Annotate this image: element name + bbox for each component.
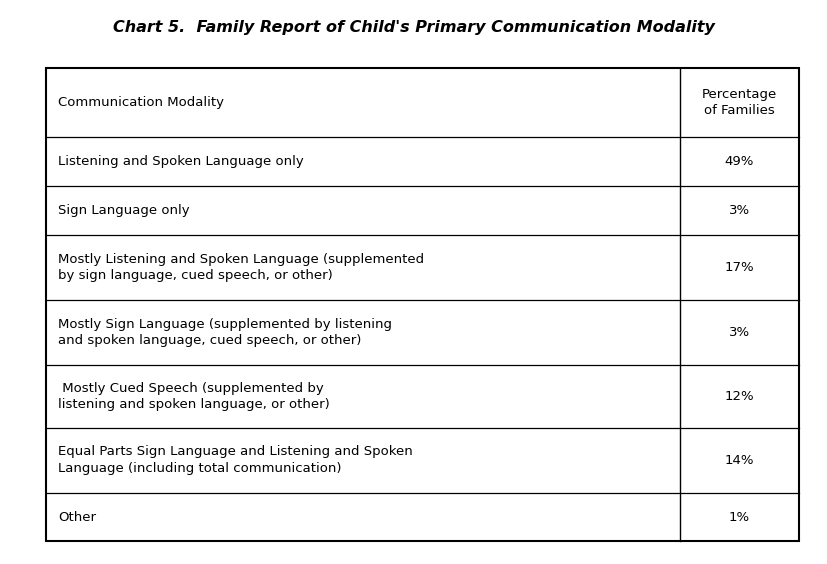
Text: 3%: 3% [728, 326, 749, 339]
Text: 1%: 1% [728, 510, 749, 523]
Text: Mostly Sign Language (supplemented by listening
and spoken language, cued speech: Mostly Sign Language (supplemented by li… [58, 318, 391, 347]
Text: Other: Other [58, 510, 96, 523]
Text: Communication Modality: Communication Modality [58, 96, 223, 109]
Text: 14%: 14% [724, 453, 753, 466]
Text: Sign Language only: Sign Language only [58, 204, 189, 217]
Text: Percentage
of Families: Percentage of Families [701, 88, 777, 117]
Text: Chart 5.  Family Report of Child's Primary Communication Modality: Chart 5. Family Report of Child's Primar… [113, 20, 714, 35]
Bar [45, 68, 798, 541]
Text: 17%: 17% [724, 261, 753, 274]
Text: 3%: 3% [728, 204, 749, 217]
Text: Mostly Cued Speech (supplemented by
listening and spoken language, or other): Mostly Cued Speech (supplemented by list… [58, 381, 329, 411]
Text: Equal Parts Sign Language and Listening and Spoken
Language (including total com: Equal Parts Sign Language and Listening … [58, 446, 412, 475]
Text: 49%: 49% [724, 155, 753, 168]
Text: Mostly Listening and Spoken Language (supplemented
by sign language, cued speech: Mostly Listening and Spoken Language (su… [58, 253, 423, 282]
Text: 12%: 12% [724, 390, 753, 403]
Text: Listening and Spoken Language only: Listening and Spoken Language only [58, 155, 304, 168]
